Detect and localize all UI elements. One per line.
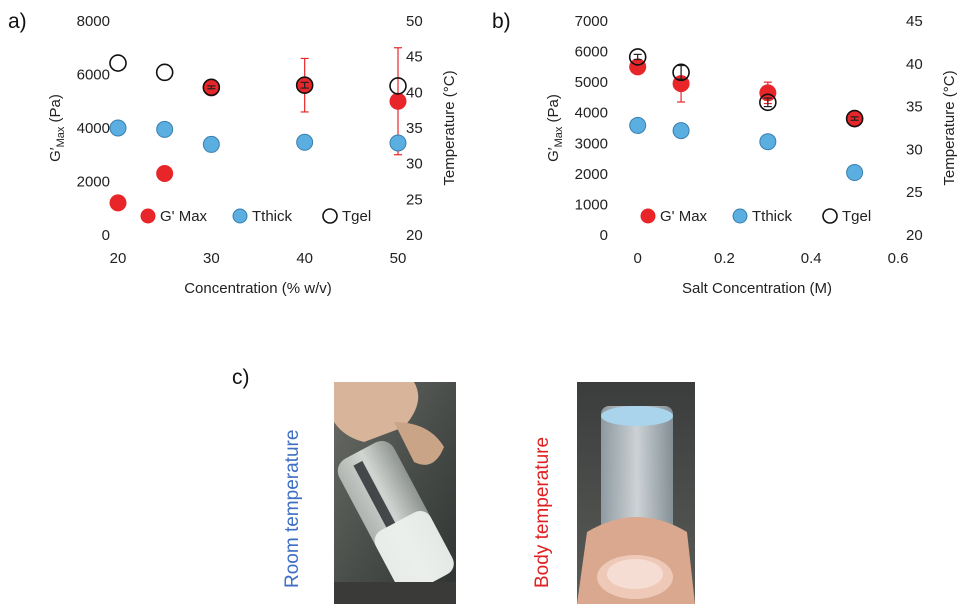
x-tick-label: 0 <box>634 250 642 267</box>
error-bar <box>850 116 859 121</box>
y-right-tick-label: 20 <box>906 227 923 244</box>
point-tthick <box>846 164 864 182</box>
error-bar <box>763 97 772 108</box>
y-right-tick-label: 25 <box>906 184 923 201</box>
point-tthick <box>389 134 407 152</box>
chart-a: 0 2000 4000 6000 8000 20 25 30 35 40 45 50 20 30 40 50 C… <box>47 13 458 297</box>
panel-label-c: c) <box>232 366 250 389</box>
panel-label-a: a) <box>8 10 27 33</box>
legend-marker <box>640 208 656 224</box>
legend-label: Tthick <box>752 208 793 225</box>
point-tthick <box>202 135 220 153</box>
legend-label: Tgel <box>842 208 871 225</box>
point-tgel <box>845 109 864 128</box>
x-tick-label: 50 <box>390 250 407 267</box>
point-g-max <box>156 164 174 182</box>
point-tthick <box>672 122 690 140</box>
y-left-tick-label: 3000 <box>575 135 608 152</box>
point-tgel <box>759 93 777 112</box>
point-tgel <box>109 54 127 72</box>
x-tick-label: 20 <box>110 250 127 267</box>
point-tthick <box>296 133 314 151</box>
body-temperature-photo <box>577 382 695 604</box>
x-tick-label: 0.6 <box>888 250 909 267</box>
y-left-tick-label: 1000 <box>575 196 608 213</box>
point-tthick <box>156 120 174 138</box>
y-right-tick-label: 50 <box>406 13 423 30</box>
room-temperature-caption: Room temperature <box>282 429 303 588</box>
y-left-tick-label: 5000 <box>575 74 608 91</box>
y-right-axis-title: Temperature (°C) <box>941 70 958 185</box>
point-g-max <box>629 58 647 76</box>
legend-marker <box>140 208 156 224</box>
point-g-max <box>389 92 407 110</box>
chart-b: 0 1000 2000 3000 4000 5000 6000 7000 20 25 30 35 40 4… <box>545 13 958 297</box>
x-tick-label: 0.2 <box>714 250 735 267</box>
y-right-tick-label: 25 <box>406 191 423 208</box>
y-left-tick-label: 2000 <box>575 166 608 183</box>
error-bar <box>207 85 216 90</box>
point-tgel <box>628 48 647 66</box>
y-right-tick-label: 40 <box>406 84 423 101</box>
y-right-tick-label: 35 <box>406 120 423 137</box>
y-left-tick-label: 0 <box>600 227 608 244</box>
point-tgel <box>672 63 690 82</box>
y-right-tick-label: 30 <box>906 141 923 158</box>
point-tgel <box>295 76 314 94</box>
point-tthick <box>109 119 127 137</box>
point-tthick <box>759 133 777 151</box>
x-tick-label: 30 <box>203 250 220 267</box>
vial-photo-room <box>334 382 456 604</box>
x-tick-label: 0.4 <box>801 250 822 267</box>
y-left-tick-label: 4000 <box>77 120 110 137</box>
y-left-axis-title: G′Max (Pa) <box>545 94 565 162</box>
y-right-tick-label: 30 <box>406 156 423 173</box>
y-right-tick-label: 45 <box>406 49 423 66</box>
y-left-tick-label: 7000 <box>575 13 608 30</box>
y-right-tick-label: 40 <box>906 56 923 73</box>
y-right-axis-title: Temperature (°C) <box>441 70 458 185</box>
y-left-tick-label: 0 <box>102 227 110 244</box>
legend-label: Tgel <box>342 208 371 225</box>
y-left-tick-label: 2000 <box>77 174 110 191</box>
legend-label: G' Max <box>160 208 208 225</box>
legend-marker <box>732 208 748 224</box>
y-left-tick-label: 8000 <box>77 13 110 30</box>
point-tgel <box>202 78 221 97</box>
y-left-tick-label: 6000 <box>77 67 110 84</box>
legend-marker <box>322 208 338 224</box>
body-temperature-caption: Body temperature <box>532 436 553 588</box>
point-tgel <box>389 77 407 95</box>
vial-photo-body <box>577 382 695 604</box>
room-temperature-photo <box>334 382 456 604</box>
legend-marker <box>822 208 838 224</box>
y-left-tick-label: 4000 <box>575 105 608 122</box>
legend-label: Tthick <box>252 208 293 225</box>
y-left-axis-title: G′Max (Pa) <box>47 94 67 162</box>
y-right-tick-label: 20 <box>406 227 423 244</box>
x-axis-title: Concentration (% w/v) <box>184 280 332 297</box>
y-right-tick-label: 35 <box>906 99 923 116</box>
panel-label-b: b) <box>492 10 511 33</box>
error-bar <box>300 81 309 89</box>
x-tick-label: 40 <box>296 250 313 267</box>
legend-label: G' Max <box>660 208 708 225</box>
point-g-max <box>109 194 127 212</box>
x-axis-title: Salt Concentration (M) <box>682 280 832 297</box>
error-bar <box>633 53 642 61</box>
y-right-tick-label: 45 <box>906 13 923 30</box>
point-tgel <box>155 63 174 82</box>
legend-marker <box>232 208 248 224</box>
y-left-tick-label: 6000 <box>575 44 608 61</box>
point-tthick <box>629 116 647 134</box>
